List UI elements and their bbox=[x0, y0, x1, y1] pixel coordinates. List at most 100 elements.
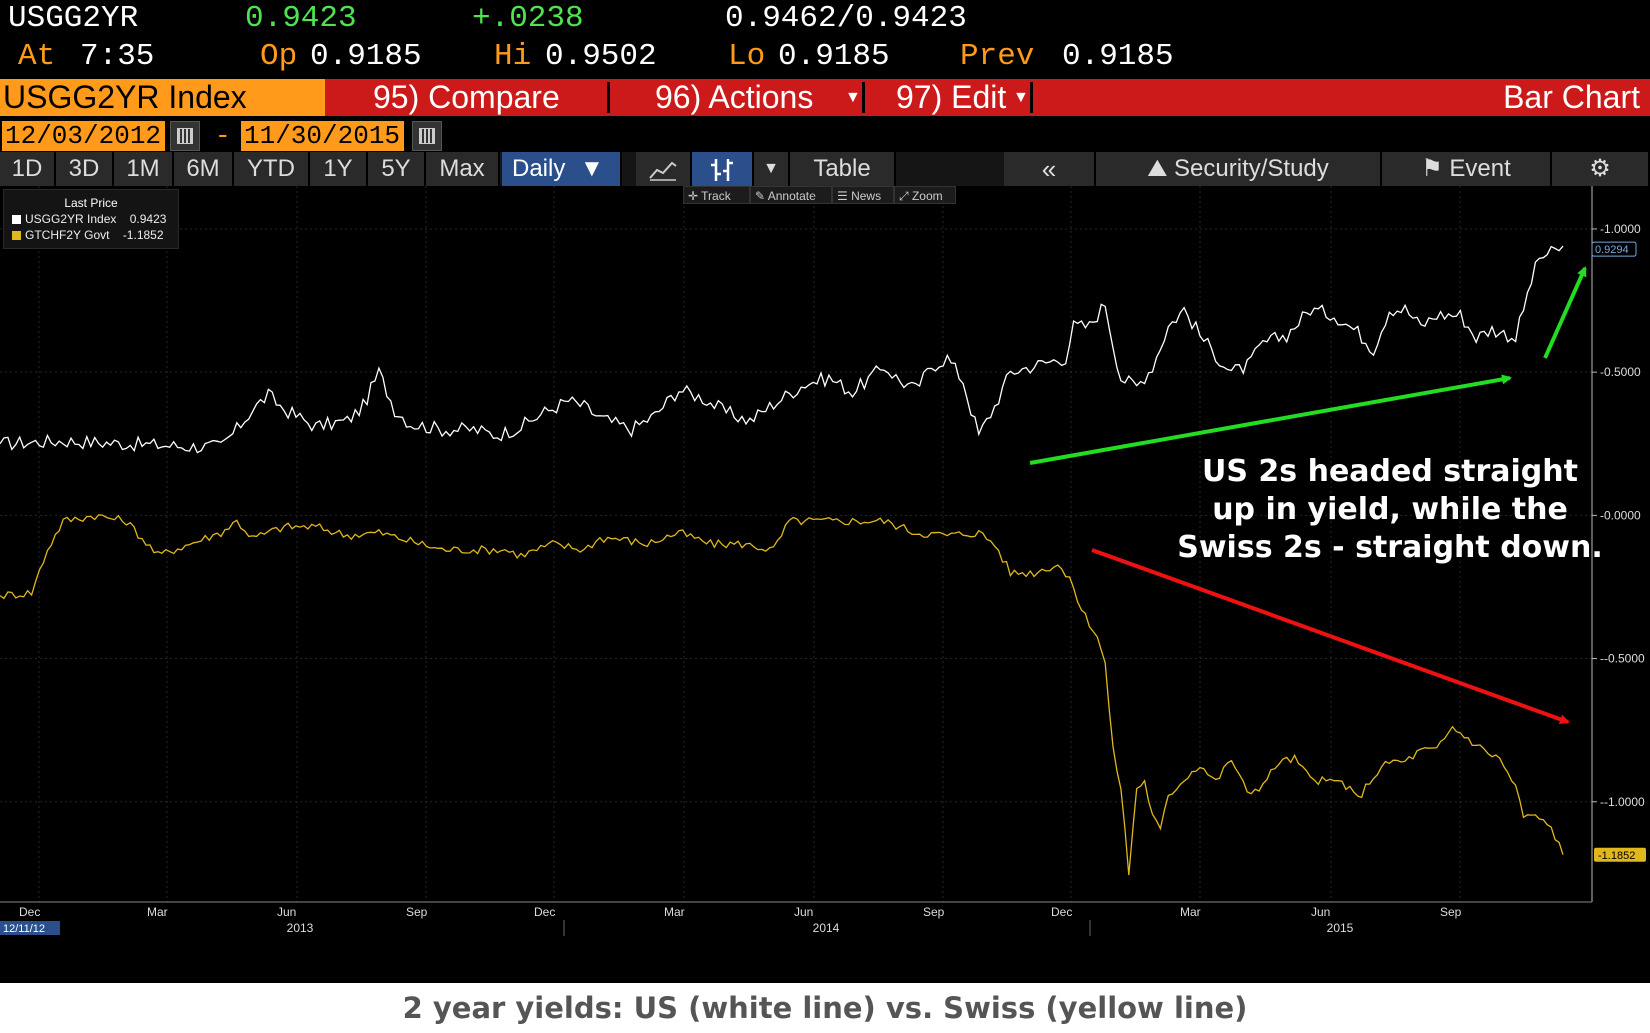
x-tick-label: Jun bbox=[794, 905, 813, 919]
track-label: Track bbox=[701, 189, 731, 203]
edit-menu[interactable]: 97) Edit bbox=[896, 79, 1007, 115]
legend-name: USGG2YR Index bbox=[25, 212, 117, 226]
last-value-us: 0.9294 bbox=[1591, 241, 1637, 257]
event-label: Event bbox=[1449, 155, 1511, 182]
legend-name: GTCHF2Y Govt bbox=[25, 228, 110, 242]
menu-divider bbox=[1030, 82, 1033, 113]
news-button[interactable]: ☰ News bbox=[832, 186, 894, 204]
end-date-input[interactable]: 11/30/2015 bbox=[241, 121, 404, 151]
year-label: 2015 bbox=[1327, 921, 1354, 935]
flag-icon: ⚑ bbox=[1421, 155, 1443, 182]
range-1m[interactable]: 1M bbox=[114, 152, 174, 186]
security-field[interactable]: USGG2YR Index bbox=[0, 79, 325, 116]
x-tick-label: Jun bbox=[277, 905, 296, 919]
line-chart-icon[interactable] bbox=[636, 152, 692, 186]
chart-legend: Last Price USGG2YR Index 0.9423 GTCHF2Y … bbox=[3, 189, 179, 249]
chart-type-label: Bar Chart bbox=[1503, 79, 1640, 115]
x-tick-label: Dec bbox=[534, 905, 555, 919]
security-study-button[interactable]: ⛰ Security/Study bbox=[1096, 152, 1382, 186]
legend-swatch bbox=[12, 231, 21, 240]
legend-value: 0.9423 bbox=[129, 212, 167, 226]
menu-divider bbox=[607, 82, 610, 113]
red-trend-arrow bbox=[1091, 548, 1570, 724]
value-tag bbox=[1591, 241, 1637, 257]
chart-caption: 2 year yields: US (white line) vs. Swiss… bbox=[0, 983, 1650, 1033]
collapse-icon[interactable]: « bbox=[1004, 152, 1096, 186]
year-label: 2014 bbox=[813, 921, 840, 935]
y-tick-label: --1.0000 bbox=[1600, 795, 1645, 809]
chevron-down-icon: ▼ bbox=[580, 155, 604, 182]
actions-menu[interactable]: 96) Actions bbox=[655, 79, 814, 115]
zoom-button[interactable]: ⤢ Zoom bbox=[894, 186, 956, 204]
zoom-label: Zoom bbox=[911, 189, 943, 203]
y-tick-label: --0.5000 bbox=[1600, 652, 1645, 666]
x-tick-label: Sep bbox=[923, 905, 945, 919]
legend-title: Last Price bbox=[64, 196, 118, 210]
low-label: Lo bbox=[728, 39, 766, 74]
start-date-input[interactable]: 12/03/2012 bbox=[2, 121, 165, 151]
legend-value: -1.1852 bbox=[122, 228, 164, 242]
green-up-arrow bbox=[1543, 266, 1587, 359]
y-tick-label: -0.5000 bbox=[1600, 365, 1641, 379]
ticker-symbol: USGG2YR bbox=[8, 1, 139, 36]
range-max[interactable]: Max bbox=[426, 152, 500, 186]
range-1y[interactable]: 1Y bbox=[310, 152, 368, 186]
y-tick-label: -1.0000 bbox=[1600, 222, 1641, 236]
date-separator: - bbox=[215, 121, 231, 151]
actions-dropdown-icon[interactable]: ▼ bbox=[845, 89, 861, 106]
edit-dropdown-icon[interactable]: ▼ bbox=[1013, 89, 1029, 106]
legend-item-swiss[interactable]: GTCHF2Y Govt -1.1852 bbox=[12, 228, 178, 242]
gear-icon[interactable]: ⚙ bbox=[1552, 152, 1650, 186]
range-6m[interactable]: 6M bbox=[174, 152, 234, 186]
range-1d[interactable]: 1D bbox=[0, 152, 56, 186]
news-icon: ☰ bbox=[837, 189, 852, 203]
open-label: Op bbox=[260, 39, 298, 74]
y-tick-label: -0.0000 bbox=[1600, 508, 1641, 522]
range-3d[interactable]: 3D bbox=[56, 152, 114, 186]
start-date-marker bbox=[0, 921, 60, 935]
swiss-yield-line bbox=[0, 514, 1564, 876]
track-button[interactable]: ✛ Track bbox=[683, 186, 750, 204]
bar-chart-icon[interactable] bbox=[692, 152, 754, 186]
calendar-icon[interactable] bbox=[412, 121, 442, 151]
quote-time: 7:35 bbox=[80, 39, 155, 74]
menu-bar: USGG2YR Index 95) Compare 96) Actions ▼ … bbox=[0, 79, 1650, 116]
annotation-line: US 2s headed straight bbox=[1202, 454, 1578, 489]
table-button[interactable]: Table bbox=[790, 152, 896, 186]
low-value: 0.9185 bbox=[778, 39, 890, 74]
calendar-icon[interactable] bbox=[170, 121, 200, 151]
period-label: Daily bbox=[512, 155, 566, 182]
yield-chart: -1.0000 -0.5000 -0.0000 --0.5000 --1.0000 Dec… bbox=[0, 186, 1646, 936]
period-select[interactable]: Daily ▼ bbox=[502, 152, 622, 186]
range-5y[interactable]: 5Y bbox=[368, 152, 426, 186]
annotation-line: up in yield, while the bbox=[1212, 492, 1568, 527]
value-tag-text: -1.1852 bbox=[1598, 850, 1635, 862]
zoom-icon: ⤢ bbox=[899, 189, 912, 203]
news-label: News bbox=[851, 189, 882, 203]
security-study-label: Security/Study bbox=[1174, 155, 1329, 182]
prev-value: 0.9185 bbox=[1062, 39, 1174, 74]
x-tick-label: Dec bbox=[1051, 905, 1072, 919]
at-label: At bbox=[18, 39, 56, 74]
annotate-label: Annotate bbox=[767, 189, 816, 203]
event-button[interactable]: ⚑ Event bbox=[1382, 152, 1552, 186]
x-tick-label: Sep bbox=[1440, 905, 1462, 919]
legend-item-us[interactable]: USGG2YR Index 0.9423 bbox=[12, 212, 178, 226]
study-icon: ⛰ bbox=[1147, 155, 1168, 182]
high-label: Hi bbox=[494, 39, 532, 74]
year-label: 2013 bbox=[287, 921, 314, 935]
compare-menu[interactable]: 95) Compare bbox=[373, 79, 560, 115]
value-tag bbox=[1594, 847, 1646, 862]
high-value: 0.9502 bbox=[545, 39, 657, 74]
annotate-button[interactable]: ✎ Annotate bbox=[750, 186, 832, 204]
price-change: +.0238 bbox=[472, 1, 584, 36]
chart-style-dropdown-icon[interactable]: ▼ bbox=[754, 152, 790, 186]
range-ytd[interactable]: YTD bbox=[234, 152, 310, 186]
menu-divider bbox=[862, 82, 865, 113]
annotation-line: Swiss 2s - straight down. bbox=[1177, 530, 1603, 565]
x-tick-label: Dec bbox=[19, 905, 40, 919]
bid-ask: 0.9462/0.9423 bbox=[725, 1, 967, 36]
x-tick-label: Mar bbox=[1180, 905, 1201, 919]
start-date-label: 12/11/12 bbox=[3, 923, 45, 935]
x-tick-label: Sep bbox=[406, 905, 428, 919]
